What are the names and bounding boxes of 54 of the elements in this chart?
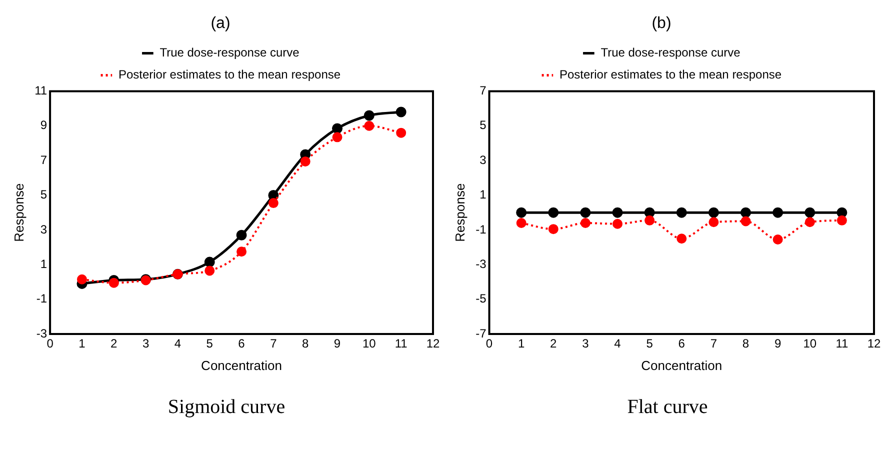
x-tick-label: 5 bbox=[646, 336, 654, 351]
x-axis-title: Concentration bbox=[641, 358, 722, 373]
x-tick-label: 10 bbox=[362, 336, 376, 351]
y-axis-title: Response bbox=[452, 183, 468, 242]
x-tick-label: 9 bbox=[334, 336, 341, 351]
x-tick-label: 4 bbox=[174, 336, 182, 351]
y-tick-label: 3 bbox=[480, 152, 487, 167]
x-tick-label: 3 bbox=[142, 336, 150, 351]
legend-label: True dose-response curve bbox=[600, 46, 741, 60]
chart-title: (b) bbox=[652, 15, 672, 32]
text: Sigmoid curve bbox=[166, 396, 286, 419]
x-tick-label: 6 bbox=[238, 336, 246, 351]
y-tick-label: 1 bbox=[40, 256, 48, 271]
y-tick-label: -1 bbox=[36, 292, 48, 306]
x-tick-label: 8 bbox=[742, 336, 750, 351]
x-tick-label: 11 bbox=[836, 336, 848, 351]
y-tick-label: 5 bbox=[40, 188, 48, 202]
y-tick-label: -7 bbox=[476, 326, 487, 340]
legend-label: Posterior estimates to the mean response bbox=[118, 68, 341, 82]
x-tick-label: 6 bbox=[678, 336, 686, 351]
y-tick-label: 7 bbox=[480, 84, 487, 98]
x-tick-label: 8 bbox=[302, 336, 310, 351]
x-tick-label: 7 bbox=[270, 336, 278, 351]
x-tick-label: 2 bbox=[110, 336, 118, 351]
text: Flat curve bbox=[626, 396, 709, 419]
y-tick-label: -3 bbox=[36, 326, 48, 340]
x-tick-label: 3 bbox=[582, 336, 590, 351]
x-tick-label: 12 bbox=[426, 336, 440, 351]
x-tick-label: 7 bbox=[710, 336, 718, 351]
y-tick-label: 1 bbox=[480, 188, 487, 202]
legend-label: True dose-response curve bbox=[160, 46, 300, 60]
x-tick-label: 1 bbox=[78, 336, 86, 351]
y-tick-label: 5 bbox=[480, 118, 487, 132]
y-tick-label: -3 bbox=[476, 256, 487, 271]
y-tick-label: 3 bbox=[40, 222, 48, 236]
chart-title: (a) bbox=[210, 15, 230, 32]
x-tick-label: 10 bbox=[803, 336, 817, 351]
y-tick-label: 9 bbox=[40, 118, 48, 132]
x-tick-label: 11 bbox=[394, 336, 408, 351]
x-axis-title: Concentration bbox=[201, 358, 282, 373]
y-tick-label: -5 bbox=[476, 292, 487, 306]
x-tick-label: 4 bbox=[614, 336, 622, 351]
x-tick-label: 12 bbox=[867, 336, 881, 351]
x-tick-label: 1 bbox=[518, 336, 525, 351]
x-tick-label: 0 bbox=[486, 336, 493, 351]
y-tick-label: -1 bbox=[476, 222, 487, 236]
x-tick-label: 5 bbox=[206, 336, 214, 351]
x-tick-label: 2 bbox=[550, 336, 558, 351]
y-tick-label: 11 bbox=[34, 84, 48, 98]
x-tick-label: 9 bbox=[774, 336, 782, 351]
legend-label: Posterior estimates to the mean response bbox=[559, 68, 782, 82]
y-axis-title: Response bbox=[11, 183, 26, 242]
x-tick-label: 0 bbox=[46, 336, 54, 351]
y-tick-label: 7 bbox=[40, 152, 48, 167]
